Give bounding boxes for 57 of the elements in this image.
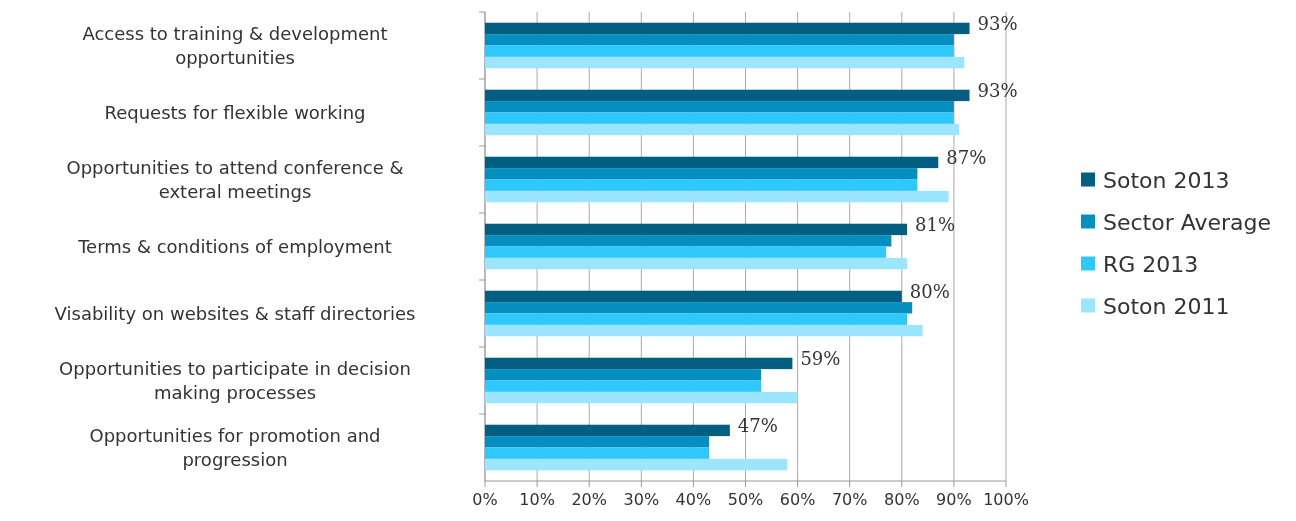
bar bbox=[485, 56, 965, 69]
bar bbox=[485, 391, 798, 404]
y-tick-label: Terms & conditions of employment bbox=[77, 235, 392, 257]
x-tick-label: 50% bbox=[727, 490, 764, 509]
bar bbox=[485, 89, 970, 102]
y-tick-label: Opportunities to attend conference & exteral meetings bbox=[66, 156, 404, 202]
bar bbox=[485, 223, 908, 236]
bar bbox=[485, 436, 710, 448]
bar bbox=[485, 290, 902, 303]
bar bbox=[485, 447, 710, 459]
bar bbox=[485, 168, 918, 180]
bar bbox=[485, 369, 762, 381]
x-tick-label: 90% bbox=[936, 490, 972, 509]
data-label: 93% bbox=[977, 80, 1018, 102]
data-label: 80% bbox=[909, 281, 950, 303]
data-label: 93% bbox=[977, 13, 1018, 35]
bar bbox=[485, 112, 954, 124]
y-tick-label: Access to training & development opportunities bbox=[82, 22, 388, 68]
bar bbox=[485, 458, 788, 471]
x-tick-label: 30% bbox=[623, 490, 660, 509]
x-tick-label: 70% bbox=[831, 490, 868, 509]
y-tick-label: Opportunities for promotion and progression bbox=[89, 424, 381, 470]
data-label: 47% bbox=[737, 415, 778, 437]
bar bbox=[485, 324, 923, 337]
bar bbox=[485, 313, 908, 325]
bar bbox=[485, 101, 954, 113]
bar bbox=[485, 302, 913, 314]
bar bbox=[485, 22, 970, 35]
legend-label: Soton 2011 bbox=[1103, 294, 1230, 320]
y-tick-label: Visability on websites & staff directories bbox=[54, 302, 416, 324]
bar bbox=[485, 246, 887, 258]
legend-label: RG 2013 bbox=[1103, 252, 1199, 278]
x-tick-label: 40% bbox=[675, 490, 712, 509]
bar bbox=[485, 123, 960, 136]
y-tick-label: Opportunities to participate in decision making processes bbox=[59, 357, 411, 403]
bar bbox=[485, 45, 954, 57]
x-tick-label: 0% bbox=[472, 490, 498, 509]
x-tick-label: 100% bbox=[983, 490, 1029, 509]
x-tick-label: 80% bbox=[884, 490, 920, 509]
bar bbox=[485, 190, 949, 203]
bar bbox=[485, 156, 939, 169]
x-tick-label: 10% bbox=[519, 490, 555, 509]
data-label: 87% bbox=[946, 147, 987, 169]
data-label: 81% bbox=[915, 214, 956, 236]
legend-label: Sector Average bbox=[1103, 210, 1272, 236]
bar bbox=[485, 357, 793, 370]
bar bbox=[485, 179, 918, 191]
bar bbox=[485, 380, 762, 392]
y-tick-label: Requests for flexible working bbox=[104, 101, 366, 123]
data-label: 59% bbox=[800, 348, 841, 370]
bar bbox=[485, 424, 730, 437]
bar bbox=[485, 34, 954, 46]
legend-label: Soton 2013 bbox=[1103, 168, 1230, 194]
bar bbox=[485, 257, 908, 270]
x-tick-label: 60% bbox=[779, 490, 816, 509]
bar bbox=[485, 235, 892, 247]
x-tick-label: 20% bbox=[571, 490, 607, 509]
